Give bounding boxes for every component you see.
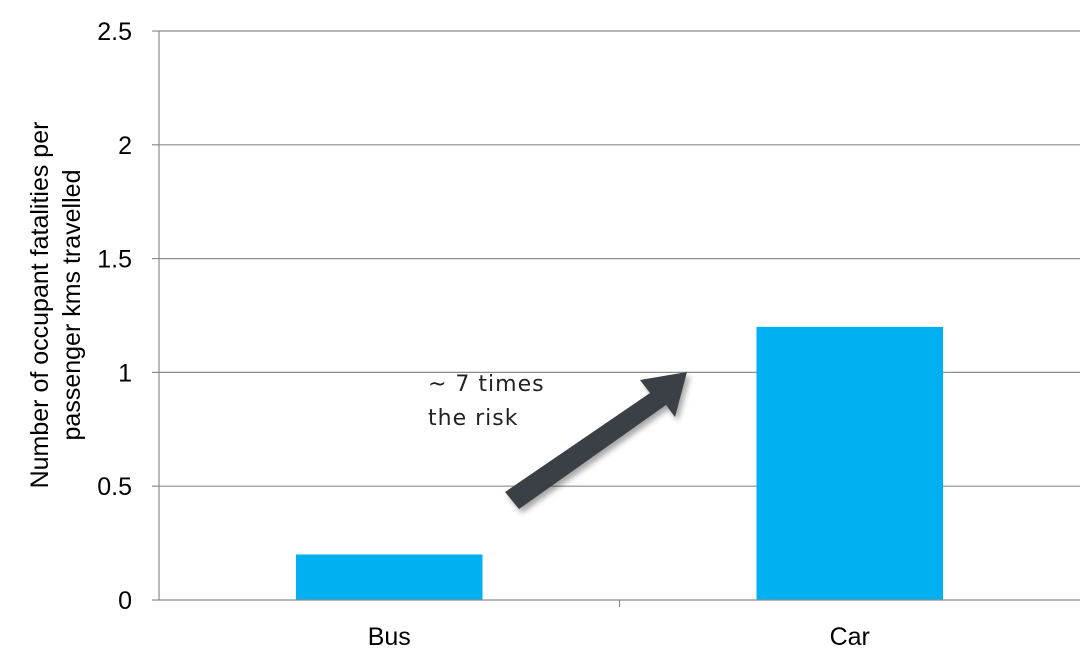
y-tick-label: 0.5 — [97, 473, 132, 501]
y-axis-title-line-1: Number of occupant fatalities per — [26, 122, 54, 489]
y-tick-label: 0 — [118, 587, 132, 615]
y-tick-labels: 0 0.5 1 1.5 2 2.5 — [97, 18, 132, 615]
bar-bus — [295, 554, 483, 600]
y-tick-label: 2.5 — [97, 18, 132, 46]
bar-car — [756, 326, 944, 600]
risk-arrow-annotation: ~ 7 times the risk — [428, 372, 687, 509]
y-tick-label: 2 — [118, 132, 132, 160]
risk-arrow-icon — [505, 372, 687, 509]
y-tick-label: 1 — [118, 359, 132, 387]
x-tick-label: Bus — [368, 623, 411, 648]
y-axis-title-line-2: passenger kms travelled — [58, 170, 86, 441]
x-tick-label: Car — [830, 623, 870, 648]
x-tick-labels: Bus Car — [368, 623, 870, 648]
y-tick-label: 1.5 — [97, 246, 132, 274]
y-axis-title: Number of occupant fatalities per passen… — [26, 122, 86, 489]
annotation-line-2: the risk — [428, 406, 518, 431]
annotation-line-1: ~ 7 times — [428, 372, 545, 397]
axes — [158, 31, 1080, 607]
bars — [295, 326, 944, 600]
